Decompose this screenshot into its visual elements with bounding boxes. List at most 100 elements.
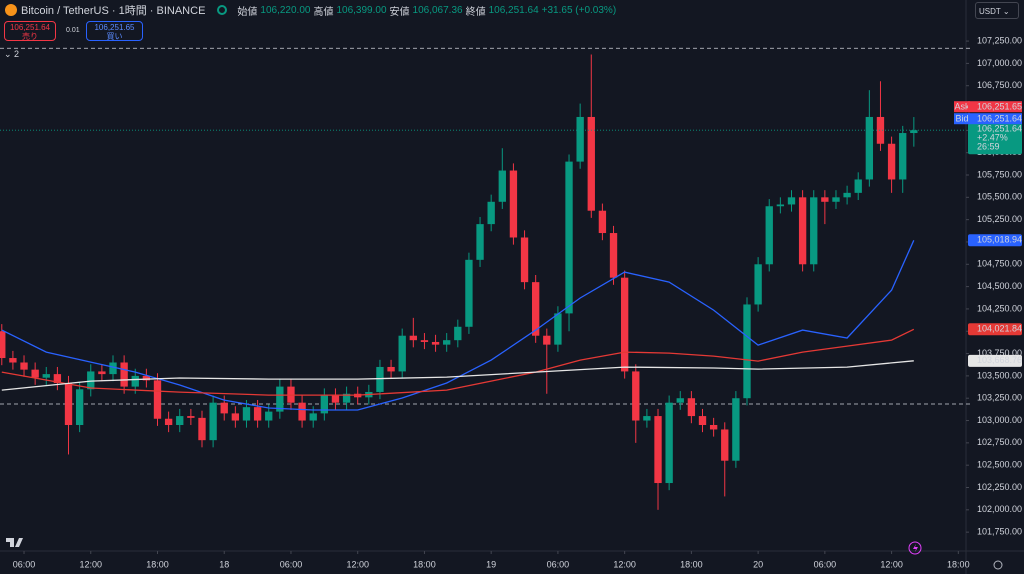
candle-body [598, 210, 607, 234]
legend-header: Bitcoin / TetherUS · 1時間 · BINANCE 始値 106… [0, 0, 619, 20]
candle-body [776, 204, 785, 207]
candle-body [798, 197, 807, 265]
indicator-toggle[interactable]: ⌄ 2 [4, 49, 20, 59]
last-price-change: +2.47% [977, 133, 1008, 143]
candle-body [676, 398, 684, 403]
y-tick-label: 102,500.00 [977, 460, 1022, 470]
candle-body [187, 416, 195, 418]
candle-body [231, 413, 240, 421]
x-tick-label: 18:00 [680, 559, 703, 569]
candle-body [153, 380, 162, 419]
candle-body [865, 116, 874, 180]
alert-icon[interactable] [908, 541, 922, 555]
candle-body [131, 375, 139, 387]
buy-button[interactable]: 106,251.65 買い [86, 21, 143, 41]
y-tick-label: 102,750.00 [977, 437, 1022, 447]
price-tag-name: Ask [954, 102, 970, 112]
candle-body [342, 393, 351, 403]
ohlc-value: 106,220.00 [260, 4, 311, 16]
candle-body [87, 371, 95, 390]
candle-body [899, 133, 907, 180]
ma-price-label: 105,018.94 [977, 235, 1022, 245]
symbol[interactable]: Bitcoin / TetherUS · 1時間 · BINANCE [21, 5, 206, 17]
candle-body [810, 197, 818, 265]
candle-body [42, 374, 50, 378]
y-tick-label: 104,250.00 [977, 303, 1022, 313]
x-tick-label: 18 [219, 559, 229, 569]
price-tag-name: Bid [955, 114, 968, 124]
candle-body [576, 116, 584, 162]
buy-label: 買い [106, 32, 123, 41]
candle-body [520, 237, 529, 283]
candle-body [620, 277, 629, 372]
candle-body [398, 335, 406, 372]
candle-body [298, 402, 306, 421]
candle-body [887, 143, 896, 180]
candle-body [709, 425, 718, 430]
settings-icon[interactable] [993, 560, 1003, 570]
candle-body [587, 116, 595, 211]
price-tag-label: 106,251.65 [977, 102, 1022, 112]
candle-body [75, 389, 84, 425]
currency-select[interactable]: USDT ⌄ [975, 2, 1019, 19]
candle-body [265, 411, 273, 421]
y-tick-label: 101,750.00 [977, 527, 1022, 537]
candle-body [565, 161, 573, 314]
candle-body [787, 197, 796, 205]
y-tick-label: 105,500.00 [977, 192, 1022, 202]
candle-body [665, 402, 673, 484]
ohlc-label: 終値 [465, 6, 486, 18]
y-tick-label: 105,750.00 [977, 169, 1022, 179]
candle-body [832, 197, 840, 202]
currency: USDT [979, 7, 1001, 16]
buy-price: 106,251.65 [94, 23, 135, 32]
countdown: 26:59 [977, 142, 1000, 152]
candle-body [164, 418, 173, 425]
y-tick-label: 104,500.00 [977, 281, 1022, 291]
candle-body [476, 224, 484, 260]
candle-body [554, 313, 562, 345]
x-tick-label: 18:00 [146, 559, 169, 569]
y-tick-label: 107,000.00 [977, 58, 1022, 68]
candle-body [20, 362, 28, 370]
candle-body [420, 340, 429, 342]
candle-body [387, 366, 395, 372]
candle-body [64, 383, 73, 425]
price-tag-label: 106,251.64 [977, 114, 1022, 124]
candle-body [443, 340, 451, 345]
last-price-tag [968, 123, 1022, 155]
candle-body [331, 395, 340, 403]
sell-button[interactable]: 106,251.64 売り [4, 21, 56, 41]
y-tick-label: 103,250.00 [977, 393, 1022, 403]
ma-price-label: 104,021.84 [977, 324, 1022, 334]
ohlc-value: 106,067.36 [412, 4, 463, 16]
candle-body [643, 416, 651, 421]
candle-body [242, 407, 251, 421]
x-tick-label: 12:00 [613, 559, 636, 569]
sell-price: 106,251.64 [9, 23, 51, 32]
y-tick-label: 107,250.00 [977, 35, 1022, 45]
ohlc-label: 安値 [389, 6, 410, 18]
candle-body [765, 206, 773, 265]
candle-body [821, 197, 829, 202]
candle-body [176, 416, 184, 425]
change: +31.65 (+0.03%) [541, 4, 617, 16]
x-tick-label: 06:00 [547, 559, 570, 569]
y-tick-label: 105,250.00 [977, 214, 1022, 224]
quantity[interactable]: 0.01 [66, 27, 80, 34]
candle-body [253, 407, 262, 421]
candle-body [142, 375, 151, 381]
indicator-count: 2 [14, 49, 20, 59]
price-tag [968, 101, 1022, 113]
x-tick-label: 18:00 [947, 559, 970, 569]
candle-body [431, 341, 440, 345]
candle-body [198, 417, 206, 441]
candle-body [454, 326, 462, 341]
symbol-icon [5, 4, 17, 16]
candle-body [609, 233, 618, 278]
candle-body [843, 192, 851, 198]
candle-body [509, 170, 518, 238]
